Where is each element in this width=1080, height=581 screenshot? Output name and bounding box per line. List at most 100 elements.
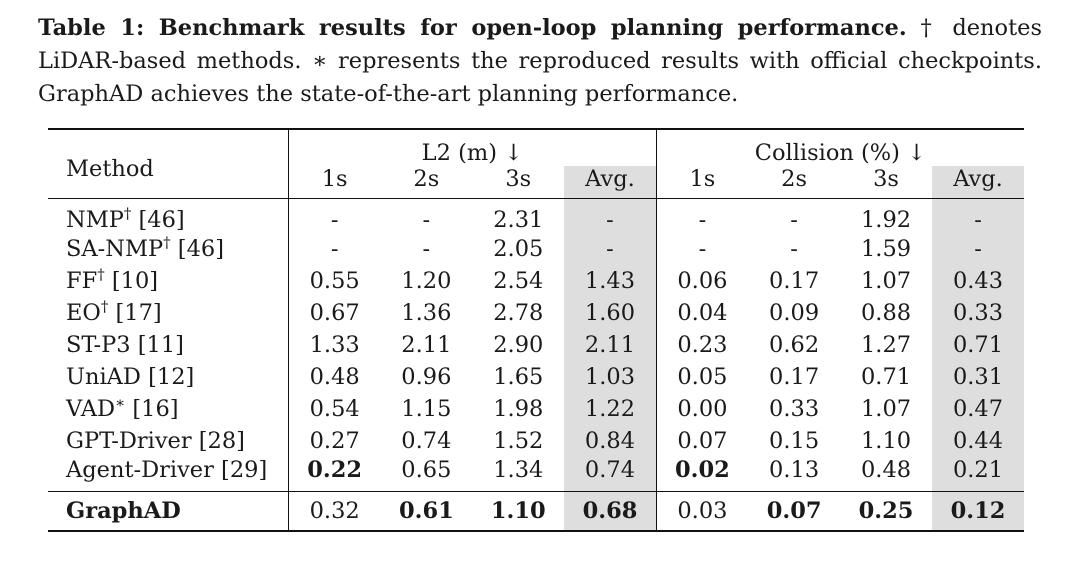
method-label: VAD <box>66 396 116 422</box>
cell-avg: 0.21 <box>932 457 1024 492</box>
method-superscript: ∗ <box>115 393 126 412</box>
l2-group-header: L2 (m) ↓ <box>288 129 657 166</box>
cell: 0.00 <box>677 396 728 422</box>
method-superscript: † <box>100 297 109 316</box>
cell: 1.20 <box>401 268 452 294</box>
table-row: NMP† [46] - -2.31- - -1.92- <box>48 198 1024 233</box>
cell-best: 0.25 <box>840 491 933 531</box>
cell-avg: 0.47 <box>932 393 1024 425</box>
cell-avg: 0.43 <box>932 265 1024 297</box>
cell: 1.36 <box>401 300 452 326</box>
citation: [28] <box>191 428 245 454</box>
citation: [46] <box>170 236 224 262</box>
citation: [11] <box>130 332 184 358</box>
cell-avg: 0.31 <box>932 361 1024 393</box>
subheader: 2s <box>413 166 440 192</box>
cell-avg-best: 0.12 <box>932 491 1024 531</box>
method-name: UniAD [12] <box>48 361 289 393</box>
header-row-groups: Method L2 (m) ↓ Collision (%) ↓ <box>48 129 1024 199</box>
cell-avg: 2.11 <box>564 329 657 361</box>
cell-avg: 0.84 <box>564 425 657 457</box>
cell: 0.05 <box>677 364 728 390</box>
cell: 0.54 <box>309 396 360 422</box>
method-superscript: † <box>97 265 105 284</box>
cell: 0.06 <box>677 268 728 294</box>
cell: 2.31 <box>472 198 565 233</box>
cell: 0.07 <box>677 428 728 454</box>
cell: 1.92 <box>840 198 933 233</box>
table-row: Agent-Driver [29] 0.22 0.65 1.34 0.74 0.02 0.1… <box>48 457 1024 492</box>
subheader: 3s <box>873 166 899 192</box>
cell: - <box>698 236 707 262</box>
cell: 0.04 <box>677 300 728 326</box>
method-name: SA-NMP† [46] <box>48 233 289 265</box>
cell-avg: 0.44 <box>932 425 1024 457</box>
cell: 0.48 <box>309 364 360 390</box>
cell-avg: - <box>932 233 1024 265</box>
subheader-avg: Avg. <box>564 166 657 199</box>
cell: 0.48 <box>860 457 912 483</box>
subheader: 2s <box>781 166 808 192</box>
method-label: NMP <box>66 207 124 233</box>
cell: 0.02 <box>675 457 730 483</box>
citation: [16] <box>125 396 179 422</box>
method-label: GPT-Driver <box>66 428 192 454</box>
citation: [17] <box>108 300 162 326</box>
cell: 1.33 <box>309 332 360 358</box>
header-row-horizons: 1s 2s 3s Avg. 1s 2s 3s Avg. <box>48 166 1024 199</box>
caption-text: † denotes LiDAR-based methods. ∗ represe… <box>38 15 1043 107</box>
method-label: EO <box>66 300 101 326</box>
cell: 2.05 <box>493 236 544 262</box>
cell-avg: 0.74 <box>564 457 657 492</box>
cell-avg: 0.71 <box>932 329 1024 361</box>
cell: 1.34 <box>493 457 544 483</box>
method-label: ST-P3 <box>66 332 131 358</box>
collision-group-header: Collision (%) ↓ <box>754 140 926 166</box>
cell: - <box>656 198 749 233</box>
method-superscript: † <box>163 233 171 252</box>
subheader: 1s <box>321 166 348 192</box>
cell-avg: 0.33 <box>932 297 1024 329</box>
cell: 0.88 <box>860 300 912 326</box>
cell-avg: - <box>932 198 1024 233</box>
method-name: Agent-Driver [29] <box>48 457 289 492</box>
cell: 0.27 <box>309 428 360 454</box>
cell: 2.90 <box>493 332 544 358</box>
table-body: NMP† [46] - -2.31- - -1.92- SA-NMP† [46] - -2.0… <box>48 198 1024 492</box>
cell: 1.10 <box>860 428 912 454</box>
table-row: EO† [17] 0.67 1.36 2.78 1.60 0.04 0.09 0.88 0.33 <box>48 297 1024 329</box>
table-row-graphad: GraphAD 0.32 0.61 1.10 0.68 0.03 0.07 0.… <box>48 491 1024 531</box>
method-name: GraphAD <box>48 491 289 531</box>
cell: 0.32 <box>288 491 381 531</box>
cell: 0.17 <box>769 268 820 294</box>
cell: 0.17 <box>769 364 820 390</box>
table-row: GPT-Driver [28] 0.27 0.74 1.52 0.84 0.07 0.15 1… <box>48 425 1024 457</box>
cell: 0.62 <box>769 332 820 358</box>
cell: - <box>380 198 473 233</box>
cell: - <box>288 198 381 233</box>
table-row: FF† [10] 0.55 1.20 2.54 1.43 0.06 0.17 1.07 0.43 <box>48 265 1024 297</box>
subheader-avg: Avg. <box>932 166 1024 199</box>
method-label: FF <box>66 268 98 294</box>
cell: 1.98 <box>493 396 544 422</box>
cell: 1.07 <box>860 396 912 422</box>
subheader: 3s <box>505 166 532 192</box>
cell: - <box>748 198 841 233</box>
cell: 0.15 <box>769 428 820 454</box>
table-row: SA-NMP† [46] - -2.05- - -1.59- <box>48 233 1024 265</box>
cell: - <box>330 236 339 262</box>
table-row: UniAD [12] 0.48 0.96 1.65 1.03 0.05 0.17 0.71 0.… <box>48 361 1024 393</box>
subheader: 1s <box>689 166 716 192</box>
table-row: VAD∗ [16] 0.54 1.15 1.98 1.22 0.00 0.33 1.07 0.4… <box>48 393 1024 425</box>
cell: 0.96 <box>401 364 452 390</box>
cell: 0.74 <box>401 428 452 454</box>
benchmark-table: Method L2 (m) ↓ Collision (%) ↓ 1s 2s 3s… <box>48 128 1024 532</box>
citation: [46] <box>131 207 185 233</box>
cell-best: 0.61 <box>380 491 473 531</box>
caption-title: Table 1: Benchmark results for open-loop… <box>38 15 907 41</box>
cell: 1.52 <box>493 428 544 454</box>
cell: 1.15 <box>401 396 452 422</box>
method-name: ST-P3 [11] <box>48 329 289 361</box>
cell-avg: 1.60 <box>564 297 657 329</box>
cell: 0.23 <box>677 332 728 358</box>
